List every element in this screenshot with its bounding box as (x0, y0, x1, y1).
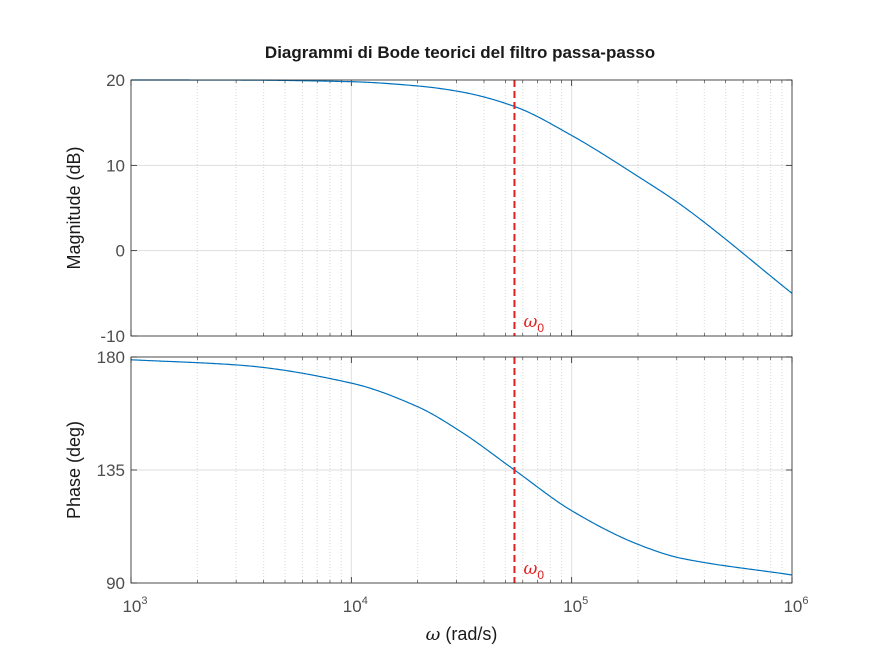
y-tick-label: 180 (97, 348, 125, 367)
omega0-subscript: 0 (537, 568, 544, 582)
x-tick-label: 105 (563, 595, 588, 616)
magnitude-curve (131, 79, 793, 294)
omega0-label: ω0 (523, 312, 544, 335)
phase-panel: 180 135 90 ω0 Phase (deg) (64, 348, 793, 593)
x-axis-label: ω (rad/s) (426, 624, 498, 645)
phase-ylabel: Phase (deg) (64, 421, 84, 519)
phase-curve (130, 359, 793, 576)
y-tick-label: 0 (116, 242, 125, 261)
x-tick-label: 104 (343, 595, 368, 616)
omega0-subscript: 0 (537, 321, 544, 335)
y-tick-label: 90 (106, 574, 125, 593)
chart-title: Diagrammi di Bode teorici del filtro pas… (265, 43, 655, 62)
y-tick-label: -10 (100, 327, 125, 346)
axes-box (130, 356, 793, 584)
omega0-label: ω0 (523, 559, 544, 582)
x-axis-unit: (rad/s) (440, 624, 497, 644)
magnitude-panel: 20 10 0 -10 ω0 Magnitude (dB) (64, 71, 793, 346)
magnitude-ylabel: Magnitude (dB) (64, 146, 84, 269)
axes-box (130, 79, 793, 337)
x-axis-symbol: ω (426, 624, 441, 645)
x-tick-exponent: 5 (582, 595, 588, 607)
x-tick-exponent: 6 (802, 595, 808, 607)
x-tick-exponent: 3 (141, 595, 147, 607)
y-tick-label: 20 (106, 71, 125, 90)
x-tick-exponent: 4 (362, 595, 368, 607)
x-tick-label: 106 (783, 595, 808, 616)
y-tick-label: 10 (106, 156, 125, 175)
x-tick-label: 103 (122, 595, 147, 616)
y-tick-label: 135 (97, 461, 125, 480)
